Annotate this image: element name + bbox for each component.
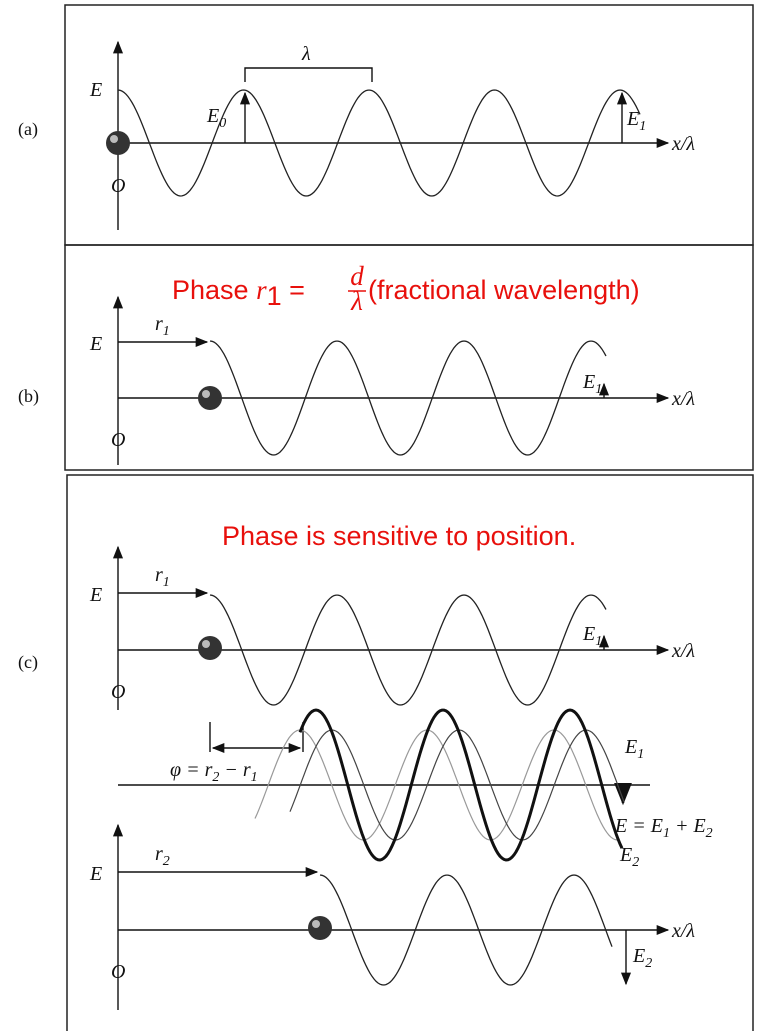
label-sub: 0 bbox=[219, 116, 226, 131]
label-sub: 2 bbox=[163, 854, 170, 869]
charge bbox=[106, 131, 130, 155]
axis-y-label: E bbox=[89, 79, 102, 101]
axis-x-label: x/λ bbox=[671, 133, 695, 155]
origin-label: O bbox=[111, 961, 125, 983]
label-part: E = bbox=[614, 815, 651, 837]
label-sub: 1 bbox=[251, 770, 258, 785]
wave bbox=[209, 594, 607, 706]
axis-x-label: x/λ bbox=[671, 640, 695, 662]
label-part: r bbox=[205, 759, 213, 781]
note-eq: = bbox=[282, 275, 305, 305]
panel-label: (c) bbox=[18, 652, 38, 673]
wavelength-label: λ bbox=[301, 43, 311, 65]
wave-1-label: E1 bbox=[624, 736, 644, 762]
label-part: φ = bbox=[170, 759, 205, 781]
label-sub: 1 bbox=[639, 119, 646, 134]
note-text: Phase bbox=[172, 275, 256, 305]
label-base: r bbox=[155, 564, 163, 586]
label-sub: 1 bbox=[663, 826, 670, 841]
label-sub: 1 bbox=[595, 382, 602, 397]
axis-y-label: E bbox=[89, 333, 102, 355]
label-sub: 2 bbox=[645, 956, 652, 971]
charge bbox=[198, 386, 222, 410]
charge-highlight bbox=[110, 135, 118, 143]
label-base: E bbox=[632, 945, 645, 967]
axis-x-label: x/λ bbox=[671, 920, 695, 942]
phase-difference-label: φ = r2 − r1 bbox=[170, 759, 258, 785]
axis-x-label: x/λ bbox=[671, 388, 695, 410]
label-sub: 1 bbox=[163, 575, 170, 590]
label-part: E bbox=[650, 815, 663, 837]
origin-label: O bbox=[111, 681, 125, 703]
field-end-label: E1 bbox=[582, 623, 602, 649]
label-base: E bbox=[626, 108, 639, 130]
charge-highlight bbox=[202, 390, 210, 398]
panel-c: (c) Phase is sensitive to position. E O … bbox=[18, 521, 713, 1010]
charge-highlight bbox=[202, 640, 210, 648]
label-base: E bbox=[619, 844, 632, 866]
wave bbox=[298, 708, 624, 862]
shift-label: r1 bbox=[155, 564, 170, 590]
wave bbox=[209, 340, 607, 456]
label-sub: 1 bbox=[637, 747, 644, 762]
label-part: E bbox=[692, 815, 705, 837]
wave-2-label: E2 bbox=[619, 844, 639, 870]
label-base: r bbox=[155, 843, 163, 865]
label-sub: 2 bbox=[706, 826, 713, 841]
charge bbox=[198, 636, 222, 660]
field-end-label: E1 bbox=[582, 371, 602, 397]
label-base: E bbox=[624, 736, 637, 758]
charge-highlight bbox=[312, 920, 320, 928]
wave bbox=[319, 874, 613, 986]
axis-y-label: E bbox=[89, 584, 102, 606]
note-var: r bbox=[256, 275, 267, 305]
label-sub: 2 bbox=[212, 770, 219, 785]
shift-label: r1 bbox=[155, 313, 170, 339]
label-part: − bbox=[219, 759, 243, 781]
note-numerator: d bbox=[350, 261, 364, 291]
axis-y-label: E bbox=[89, 863, 102, 885]
phase-note: Phase is sensitive to position. bbox=[222, 521, 576, 551]
label-sub: 1 bbox=[163, 324, 170, 339]
phase-note: Phase r1 = bbox=[172, 275, 305, 311]
waves bbox=[106, 89, 641, 986]
field-end-label: E1 bbox=[626, 108, 646, 134]
panel-b: (b) Phase r1 = d λ (fractional wavelengt… bbox=[18, 261, 695, 465]
label-base: E bbox=[582, 371, 595, 393]
label-part: + bbox=[670, 815, 694, 837]
shift-label: r2 bbox=[155, 843, 170, 869]
sum-label: E = E1 + E2 bbox=[614, 815, 713, 841]
label-base: E bbox=[582, 623, 595, 645]
note-suffix: (fractional wavelength) bbox=[368, 275, 640, 305]
amplitude-label: E0 bbox=[206, 105, 226, 131]
origin-label: O bbox=[111, 175, 125, 197]
label-sub: 1 bbox=[595, 634, 602, 649]
label-part: r bbox=[243, 759, 251, 781]
label-sub: 2 bbox=[632, 855, 639, 870]
note-denominator: λ bbox=[350, 286, 363, 316]
field-end-label: E2 bbox=[632, 945, 652, 971]
label-base: E bbox=[206, 105, 219, 127]
panel-label: (b) bbox=[18, 386, 39, 407]
frames bbox=[64, 4, 754, 1031]
panel-a: (a) E O x/λ λ E0 E1 bbox=[18, 40, 695, 230]
charge bbox=[308, 916, 332, 940]
note-sub: 1 bbox=[267, 281, 282, 311]
panel-label: (a) bbox=[18, 119, 38, 140]
label-base: r bbox=[155, 313, 163, 335]
origin-label: O bbox=[111, 429, 125, 451]
wave bbox=[117, 89, 641, 197]
